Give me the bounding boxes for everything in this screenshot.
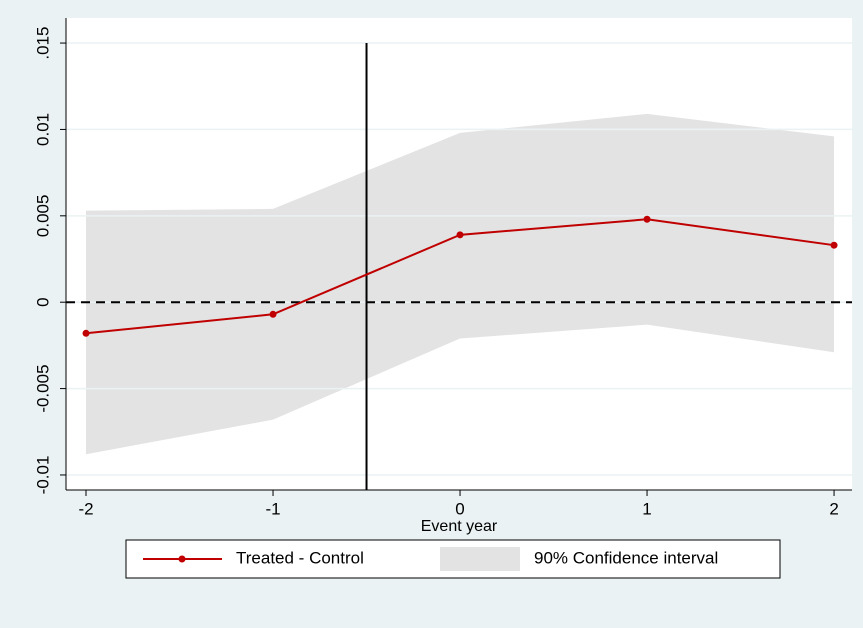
legend-key-point [178,555,186,563]
confidence-band [86,113,835,455]
y-tick-label: 0.01 [33,113,52,146]
point [456,231,464,239]
legend-key-band [440,547,520,571]
x-tick-label: 1 [642,499,651,518]
x-axis-title: Event year [421,518,498,535]
y-tick-label: -0.01 [33,456,52,495]
point [269,310,277,318]
y-tick-label: .015 [33,27,52,60]
x-tick-label: 2 [829,499,838,518]
x-tick-label: -1 [265,499,280,518]
y-tick-label: -0.005 [33,364,52,412]
x-tick-label: 0 [455,499,464,518]
y-tick-label: 0.005 [33,195,52,238]
point [830,241,838,249]
x-tick-label: -2 [78,499,93,518]
legend-label: 90% Confidence interval [534,548,718,567]
point [82,329,90,337]
legend-label: Treated - Control [236,548,364,567]
y-tick-label: 0 [33,297,52,306]
point [643,215,651,223]
